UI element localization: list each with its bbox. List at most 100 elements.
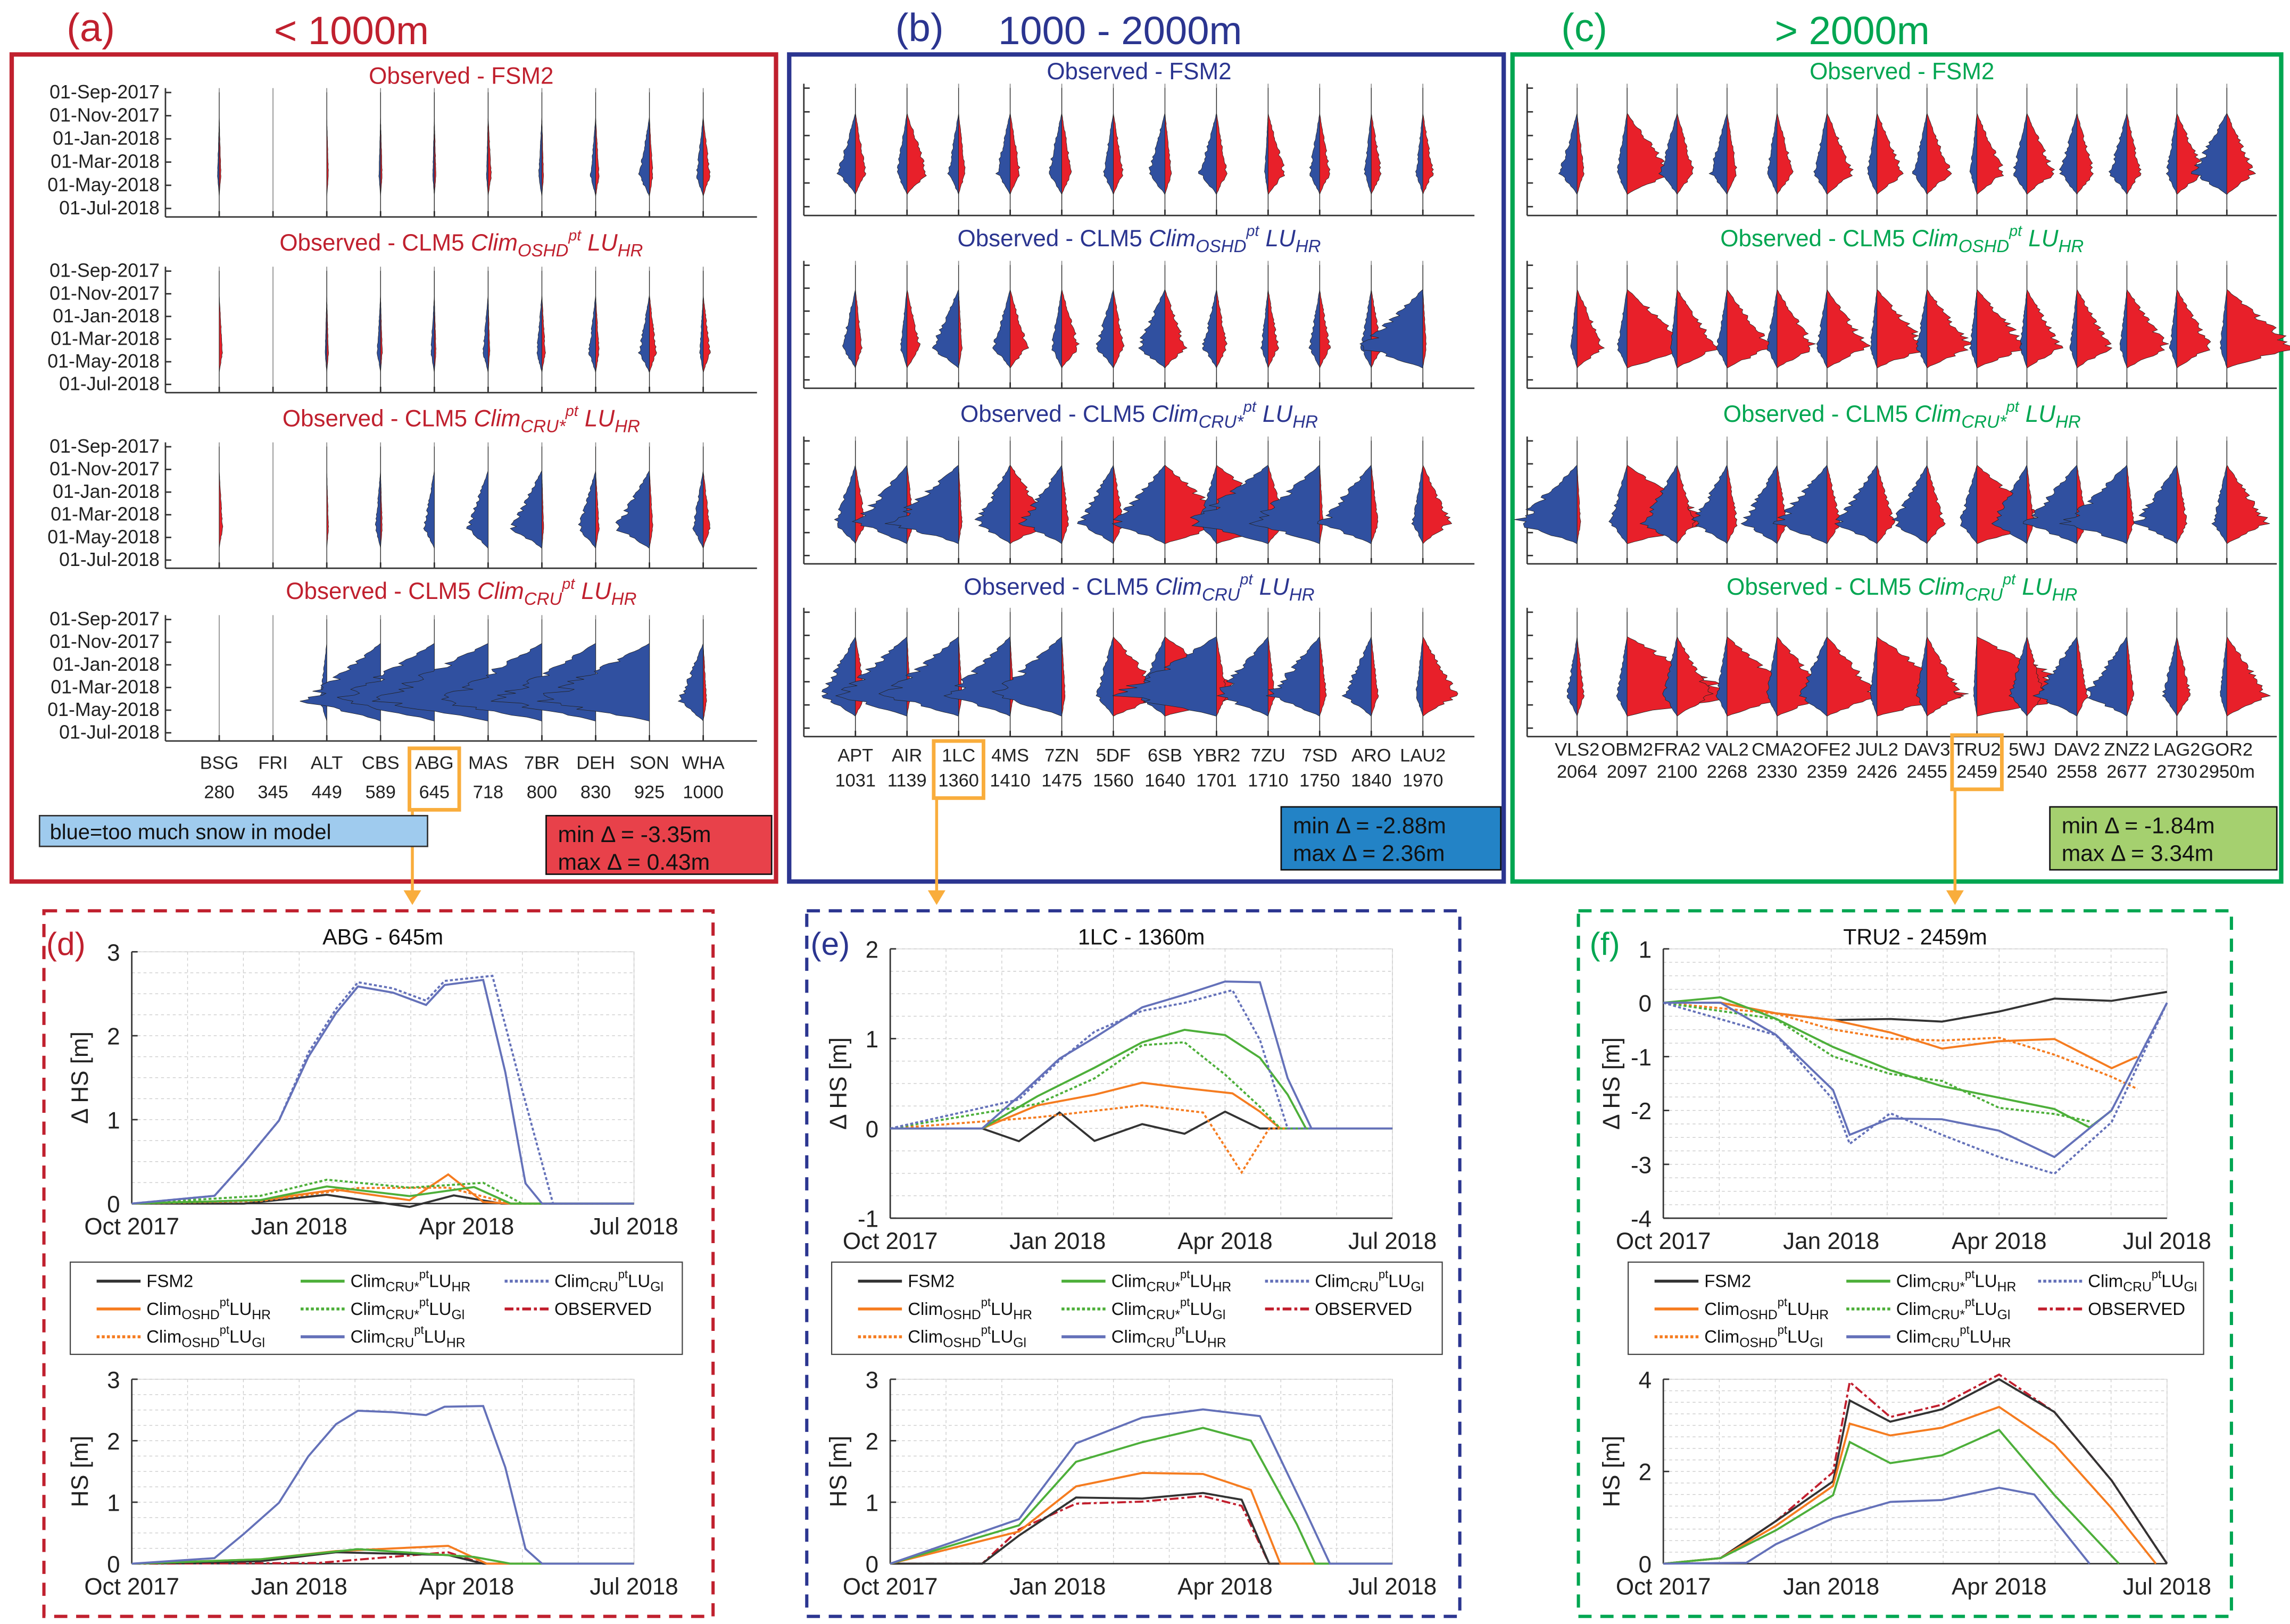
legend-lu: LU <box>429 1299 451 1319</box>
too-much-snow-area <box>337 619 435 739</box>
too-little-snow-area <box>1877 265 1933 386</box>
too-much-snow-area <box>1870 265 1878 386</box>
too-little-snow-area <box>703 446 711 567</box>
too-much-snow-area <box>2085 612 2127 735</box>
title-lu-sub: HR <box>1289 585 1315 604</box>
too-much-snow-area <box>1341 612 1372 735</box>
series-line-crus_hr <box>131 1185 634 1205</box>
title-lu-sub: HR <box>615 416 640 436</box>
too-little-snow-area <box>595 92 600 215</box>
station-name: APT <box>837 746 873 766</box>
x-tick-label: Apr 2018 <box>1177 1573 1273 1600</box>
too-little-snow-area <box>595 446 600 567</box>
station-elevation: 1710 <box>1248 770 1288 790</box>
station-name: 6SB <box>1148 746 1182 766</box>
too-much-snow-area <box>1260 265 1268 386</box>
x-tick-label: Jul 2018 <box>590 1213 678 1239</box>
too-much-snow-area <box>1617 88 1628 213</box>
y-axis-label: HS [m] <box>1599 1436 1625 1508</box>
too-much-snow-area <box>2119 265 2127 386</box>
x-tick-label: Jul 2018 <box>2123 1573 2211 1600</box>
too-much-snow-area <box>300 619 381 739</box>
too-little-snow-area <box>1371 440 1379 562</box>
legend-sup: pt <box>1965 1268 1974 1281</box>
difference-subplot: Observed - CLM5 ClimOSHDpt LUHR <box>803 223 1475 389</box>
too-little-snow-area <box>2077 265 2113 386</box>
subplot-title: Observed - FSM2 <box>1047 59 1231 85</box>
too-much-snow-area <box>1096 265 1114 386</box>
min-max-box <box>545 815 773 875</box>
too-little-snow-area <box>219 446 223 567</box>
title-clim-sup: pt <box>568 227 582 244</box>
too-little-snow-area <box>2226 440 2270 562</box>
too-much-snow-area <box>696 92 704 215</box>
hs-plot: 0 1 2 3 HS [m] Oct 2017 Jan 2018 Apr 2018 Jul 20… <box>67 1367 678 1600</box>
chart-title: 1LC - 1360m <box>1078 925 1205 950</box>
too-little-snow-area <box>1422 265 1427 386</box>
elevation-range: > 2000m <box>1775 9 1930 53</box>
too-much-snow-area <box>430 271 435 391</box>
y-tick-label: -1 <box>858 1206 878 1232</box>
too-much-snow-area <box>1558 88 1578 213</box>
too-much-snow-area <box>1049 88 1063 214</box>
title-clim-sub: OSHD <box>1959 236 2009 256</box>
title-lu-sub: HR <box>2052 585 2078 604</box>
too-much-snow-area <box>992 265 1011 386</box>
legend-lu: LU <box>1787 1327 1810 1346</box>
too-much-snow-area <box>441 619 542 739</box>
too-little-snow-area <box>907 440 914 562</box>
x-tick-label: Apr 2018 <box>1952 1228 2047 1254</box>
legend: FSM2ClimOSHDptLUHRClimOSHDptLUGlClimCRU*… <box>69 1261 683 1355</box>
legend-base: Clim <box>351 1327 386 1346</box>
too-little-snow-area <box>958 440 963 562</box>
panel-frame-dashed <box>42 909 715 1618</box>
title-prefix: Observed - CLM5 <box>1723 401 1908 427</box>
elevation-range: < 1000m <box>274 9 429 53</box>
difference-subplot: Observed - CLM5 ClimCRUpt LUHR <box>1526 571 2277 738</box>
y-tick-label: 1 <box>1639 937 1652 963</box>
elevation-range: 1000 - 2000m <box>998 9 1242 53</box>
date-tick-label: 01-Sep-2017 <box>49 436 160 457</box>
legend-entry-observed: OBSERVED <box>554 1299 652 1319</box>
too-little-snow-area <box>487 271 491 391</box>
too-little-snow-area <box>1877 440 1896 562</box>
too-much-snow-area <box>974 440 1011 562</box>
station-name: FRI <box>258 753 287 773</box>
too-little-snow-area <box>219 271 223 391</box>
too-much-snow-area <box>1198 88 1217 214</box>
series-line-cru_gl <box>890 989 1393 1130</box>
station-elevation: 2426 <box>1857 762 1897 782</box>
too-much-snow-area <box>1912 88 1928 213</box>
title-clim: Clim <box>467 405 520 431</box>
subplot-title: Observed - CLM5 ClimOSHDpt LUHR <box>279 227 643 260</box>
legend-base: Clim <box>351 1299 386 1319</box>
too-little-snow-area <box>2176 88 2208 213</box>
title-lu-sub: HR <box>2059 236 2084 256</box>
too-little-snow-area <box>2176 440 2188 562</box>
too-much-snow-area <box>1740 440 1778 562</box>
too-little-snow-area <box>1061 265 1080 386</box>
too-much-snow-area <box>1415 612 1423 735</box>
legend-base: Clim <box>1896 1327 1931 1346</box>
too-much-snow-area <box>2169 265 2177 386</box>
series-line-cru_hr <box>1663 1002 2168 1159</box>
legend-sub: CRU <box>590 1280 618 1295</box>
too-little-snow-area <box>1877 88 1904 213</box>
too-little-snow-area <box>1061 440 1069 562</box>
too-little-snow-area <box>649 92 653 215</box>
title-lu: LU <box>1259 226 1296 252</box>
too-much-snow-area <box>1616 612 1628 735</box>
legend-base: Clim <box>908 1299 943 1319</box>
legend-sub: CRU* <box>1931 1280 1965 1295</box>
too-much-snow-area <box>1813 88 1828 213</box>
difference-subplot: Observed - CLM5 ClimOSHDpt LUHR <box>1526 223 2290 389</box>
legend-sub: OSHD <box>1739 1336 1778 1350</box>
too-little-snow-area <box>649 271 657 391</box>
highlight-arrow-head <box>1946 890 1964 905</box>
too-little-snow-area <box>958 265 963 386</box>
station-elevation: 1701 <box>1196 770 1237 790</box>
too-little-snow-area <box>907 265 921 386</box>
legend: FSM2ClimOSHDptLUHRClimOSHDptLUGlClimCRU*… <box>1628 1261 2204 1355</box>
legend-entry-oshd_hr: ClimOSHDptLUHR <box>146 1295 271 1322</box>
y-tick-label: 1 <box>107 1107 120 1134</box>
